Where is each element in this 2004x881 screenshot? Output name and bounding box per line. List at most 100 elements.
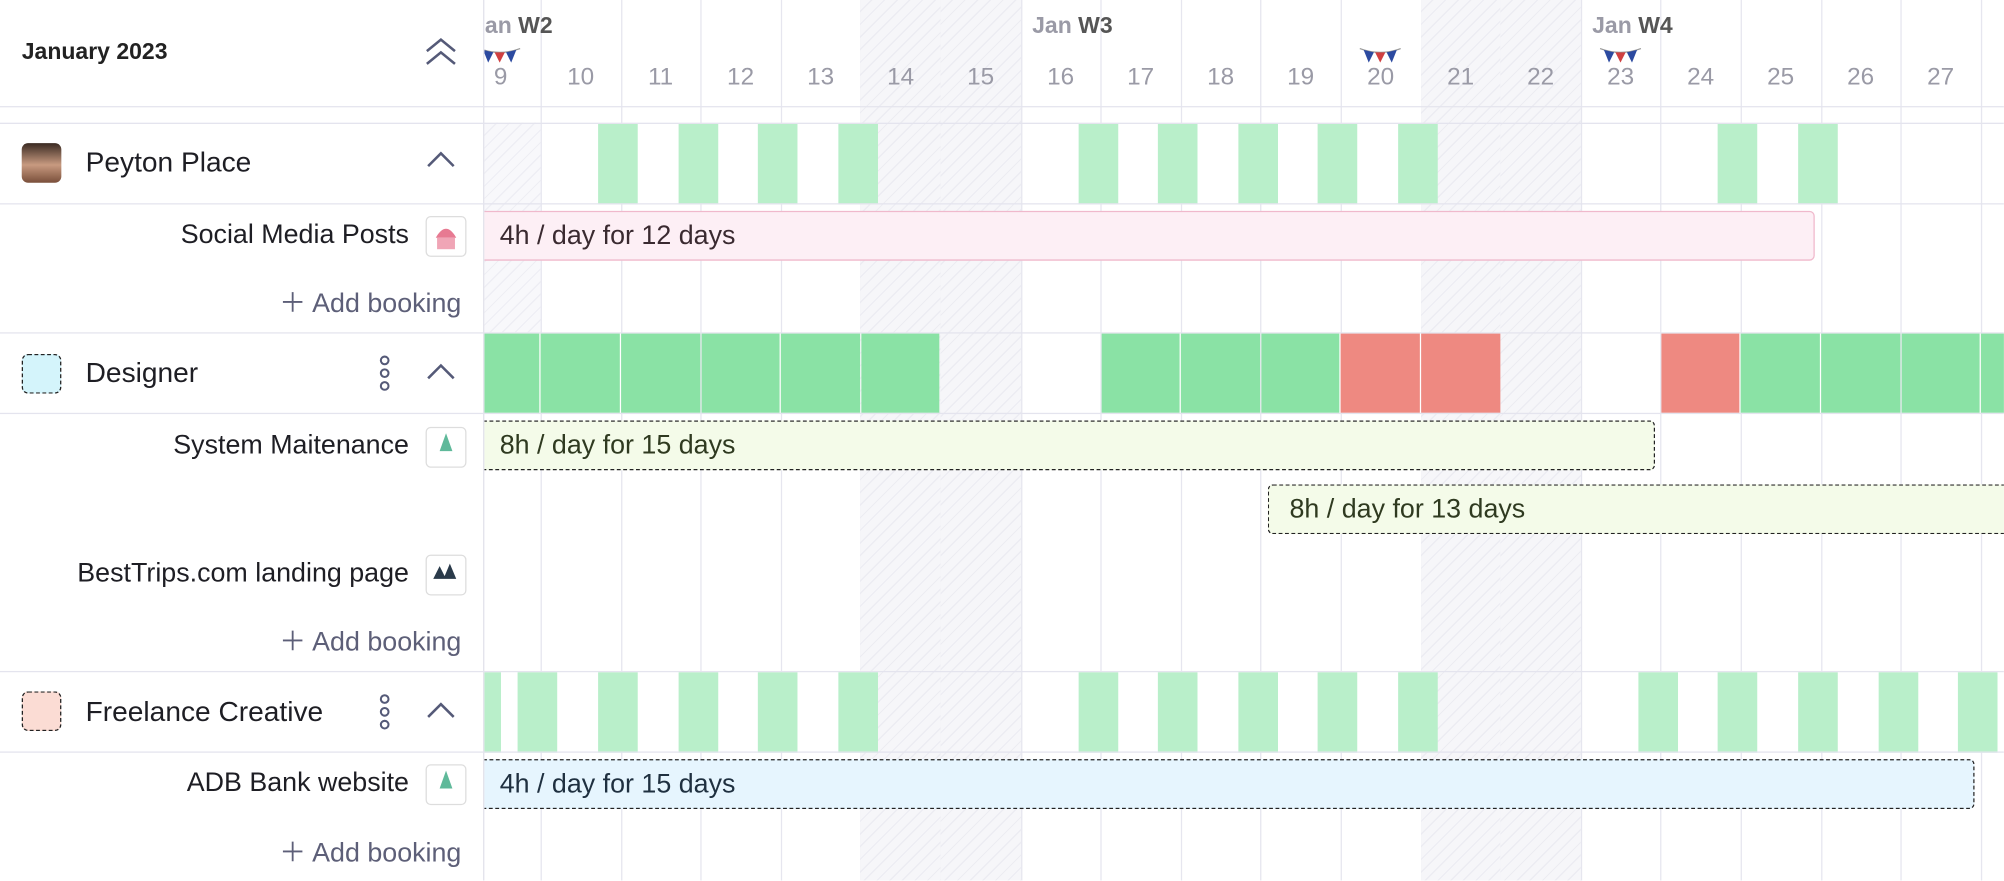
add-booking[interactable]: ＋ Add booking [279,627,462,657]
availability [1101,333,1180,413]
availability [483,672,501,753]
divider [0,751,2004,753]
holiday-flag [1599,46,1642,64]
add-booking-label[interactable]: Add booking [312,838,462,868]
divider [0,412,2004,415]
divider [0,332,2004,334]
week-month: Jan [1592,12,1632,39]
grid-line [1900,0,1902,881]
grid-line [1980,0,1982,881]
booking[interactable]: 8h / day for 13 days [1267,484,2004,535]
task-name: Social Media Posts [180,219,409,250]
availability [1798,672,1838,753]
availability [1238,123,1278,205]
availability [1661,333,1740,413]
grid-line [1820,0,1822,881]
availability [1638,672,1678,753]
collapse[interactable] [426,150,457,170]
booking[interactable]: 4h / day for 12 days [483,210,1815,261]
day-label: 22 [1527,63,1555,91]
collapse[interactable] [426,362,457,382]
week-month: Jan [1032,12,1072,39]
availability [1741,333,1820,413]
grid-line [1660,0,1662,881]
availability [678,123,718,205]
day-label: 15 [967,63,995,91]
role-swatch [21,691,62,732]
booking[interactable]: 8h / day for 15 days [483,420,1656,471]
availability [541,333,620,413]
add-booking[interactable]: ＋ Add booking [279,838,462,868]
client-logo [425,764,467,806]
holiday-flag [483,46,522,64]
day-label: 9 [493,63,508,91]
availability [518,672,558,753]
availability [1318,672,1358,753]
availability [1261,333,1340,413]
task-name: ADB Bank website [186,768,409,798]
divider [0,106,2004,108]
resource-panel: January 2023 Peyton Place Social Media P… [0,0,485,881]
week-label: Jan W3 [1032,13,1113,40]
booking-label[interactable]: 4h / day for 15 days [499,769,736,799]
client-logo [425,426,467,468]
availability [1078,123,1118,205]
day-label: 18 [1207,63,1235,91]
resource-name: Designer [85,356,199,389]
more-menu[interactable] [376,693,394,731]
avatar [21,143,62,183]
day-label: 27 [1927,63,1955,91]
collapse-all[interactable] [424,36,457,69]
availability [1878,672,1918,753]
divider [0,122,2004,124]
availability [483,333,540,413]
availability [838,123,878,205]
month-title: January 2023 [21,38,168,64]
availability [1981,333,2004,413]
grid-line [1740,0,1742,881]
task-name: System Maitenance [173,430,409,461]
availability [861,333,940,413]
collapse[interactable] [426,700,457,720]
day-label: 14 [887,63,915,91]
day-label: 11 [647,63,674,91]
day-label: 17 [1127,63,1155,91]
availability [1238,672,1278,753]
add-booking-label[interactable]: Add booking [312,627,462,657]
add-booking[interactable]: ＋ Add booking [279,288,462,319]
week-label: Jan W2 [483,13,553,40]
client-logo [425,215,467,257]
resource-name: Freelance Creative [85,695,324,728]
booking-label[interactable]: 4h / day for 12 days [499,221,736,251]
task-name: BestTrips.com landing page [77,558,409,588]
availability [1958,672,1998,753]
day-label: 25 [1767,63,1795,91]
day-label: 24 [1687,63,1715,91]
more-menu[interactable] [376,354,394,392]
availability [1798,123,1838,205]
divider [0,203,2004,205]
holiday-flag [1359,46,1402,64]
day-label: 10 [567,63,595,91]
booking-label[interactable]: 8h / day for 15 days [499,430,736,461]
booking[interactable]: 4h / day for 15 days [483,759,1975,809]
availability [598,672,638,753]
booking-label[interactable]: 8h / day for 13 days [1289,494,1526,524]
week-number: W4 [1638,12,1673,39]
availability [1398,123,1438,205]
day-label: 16 [1047,63,1075,91]
resource-name: Peyton Place [85,145,252,178]
add-booking-label[interactable]: Add booking [312,288,462,319]
availability [758,672,798,753]
availability [598,123,638,205]
day-label: 19 [1287,63,1315,91]
role-swatch [21,354,62,394]
day-label: 26 [1847,63,1875,91]
day-label: 12 [727,63,755,91]
availability [1718,123,1758,205]
day-label: 13 [807,63,835,91]
availability [678,672,718,753]
availability [1821,333,1900,413]
availability [1398,672,1438,753]
